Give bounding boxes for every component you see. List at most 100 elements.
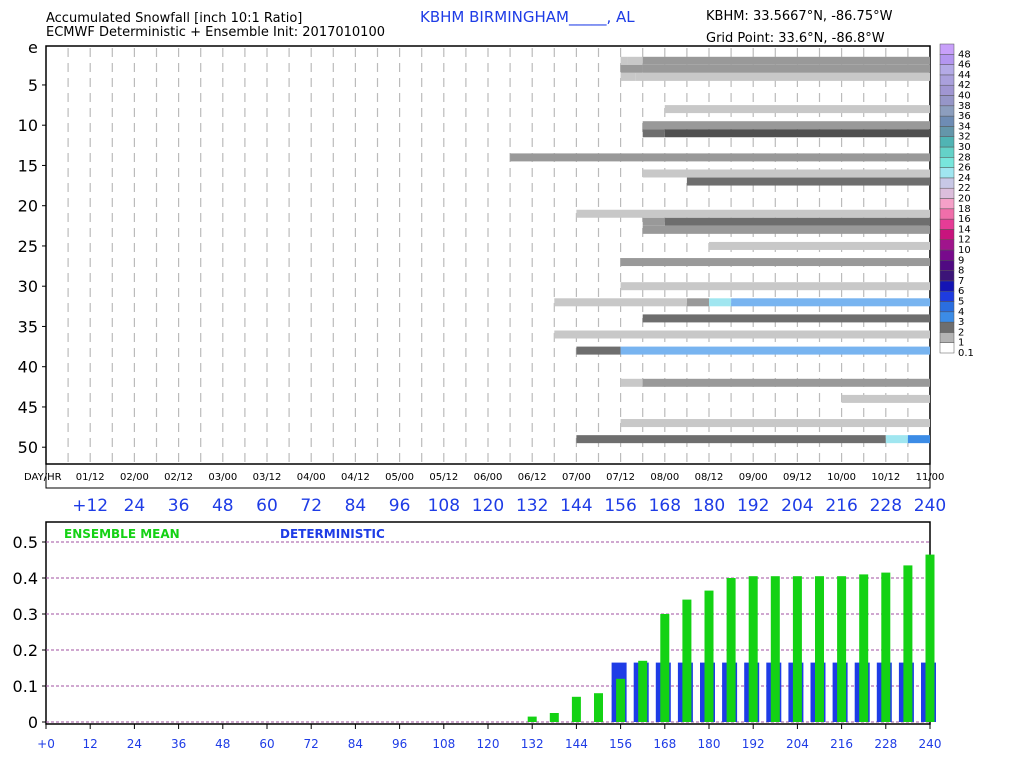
bar-x-tick-label: 216 [830, 737, 853, 751]
member-bar-segment [620, 346, 930, 355]
hour-tick-label: 228 [870, 496, 902, 516]
legend-swatch [939, 218, 955, 230]
title-line2: ECMWF Deterministic + Ensemble Init: 201… [46, 25, 385, 40]
legend-level-label: 14 [958, 224, 971, 235]
heatmap-y-tick-label: 25 [18, 237, 38, 256]
ensemble-mean-bar [549, 713, 559, 722]
bar-x-tick-label: 72 [304, 737, 319, 751]
bar-x-tick-label: 12 [83, 737, 98, 751]
bar-x-tick-label: 60 [259, 737, 274, 751]
bar-y-tick-label: 0.5 [13, 533, 38, 552]
member-bar-segment [642, 121, 930, 130]
legend-swatch [939, 177, 955, 189]
hour-tick-label: 60 [256, 496, 278, 516]
legend-level-label: 7 [958, 276, 964, 287]
day-hr-tick-label: 02/12 [164, 472, 193, 483]
bar-x-tick-label: 36 [171, 737, 186, 751]
legend-ensemble-mean: ENSEMBLE MEAN [64, 527, 180, 541]
day-hr-tick-label: 06/12 [518, 472, 547, 483]
hour-ticks: +12 24 36 48 60 72 84 96 108 120 132 144 156 168 180 19… [72, 496, 946, 516]
legend-level-label: 3 [958, 317, 964, 328]
legend-swatch [939, 84, 955, 96]
member-bar-segment [620, 378, 643, 387]
bar-x-tick-label: 84 [348, 737, 363, 751]
heatmap-y-ticks: 5 10 15 20 25 30 35 40 45 50 [18, 76, 46, 457]
legend-level-label: 22 [958, 183, 971, 194]
day-hr-row [45, 463, 931, 489]
bar-chart-y-ticks: 0 0.1 0.2 0.3 0.4 0.5 [13, 533, 46, 732]
legend-swatch [939, 290, 955, 302]
hour-tick-label: 84 [345, 496, 367, 516]
member-bar-segment [709, 241, 930, 250]
member-bar-segment [576, 346, 621, 355]
bar-x-tick-label: +0 [37, 737, 55, 751]
bar-x-tick-label: 96 [392, 737, 407, 751]
station-coords: KBHM: 33.5667°N, -86.75°W [706, 9, 893, 24]
day-hr-tick-label: 07/00 [562, 472, 591, 483]
legend-level-label: 38 [958, 101, 971, 112]
ensemble-mean-bar [616, 678, 626, 722]
legend-level-label: 48 [958, 49, 971, 60]
hour-tick-label: 216 [825, 496, 857, 516]
hour-tick-label: 96 [389, 496, 411, 516]
bar-x-tick-label: 108 [432, 737, 455, 751]
legend-level-label: 6 [958, 286, 964, 297]
legend-level-label: 4 [958, 307, 964, 318]
hour-tick-label: 24 [124, 496, 146, 516]
legend-level-label: 34 [958, 121, 971, 132]
legend-swatch [939, 187, 955, 199]
heatmap-y-tick-label: 20 [18, 197, 38, 216]
grid-point: Grid Point: 33.6°N, -86.8°W [706, 31, 885, 46]
day-hr-tick-label: 07/12 [606, 472, 635, 483]
legend-swatch [939, 157, 955, 168]
day-hr-tick-label: 03/00 [208, 472, 237, 483]
member-bar-segment [620, 258, 930, 267]
legend-level-label: 44 [958, 70, 971, 81]
legend-swatch [939, 239, 955, 251]
legend-level-label: 9 [958, 255, 964, 266]
member-bar-segment [686, 177, 930, 186]
legend-swatch [939, 126, 955, 137]
bar-x-tick-label: 192 [742, 737, 765, 751]
member-bar-segment [642, 56, 930, 65]
hour-tick-label: 180 [693, 496, 725, 516]
day-hr-label: DAY/HR [24, 472, 62, 483]
legend-swatch [939, 260, 955, 271]
member-bar-segment [885, 435, 908, 444]
member-bar-segment [620, 282, 930, 291]
day-hr-ticks: 01/12 02/00 02/12 03/00 03/12 04/00 04/12 05/00… [76, 472, 945, 483]
bar-x-tick-label: 204 [786, 737, 809, 751]
heatmap-y-tick-label: 45 [18, 398, 38, 417]
legend-swatch [939, 332, 955, 343]
bar-x-tick-label: 144 [565, 737, 588, 751]
member-bar-segment [664, 129, 930, 138]
hour-tick-label: 192 [737, 496, 769, 516]
member-bar-segment [642, 314, 930, 323]
hour-tick-label: 204 [781, 496, 813, 516]
heatmap-y-tick-label: 15 [18, 156, 38, 175]
day-hr-tick-label: 04/12 [341, 472, 370, 483]
ensemble-mean-bar [660, 614, 670, 722]
member-bar-segment [635, 72, 930, 81]
legend-swatch [939, 198, 955, 210]
legend-swatch [939, 146, 955, 158]
bar-x-tick-label: 120 [477, 737, 500, 751]
bar-x-tick-label: 48 [215, 737, 230, 751]
bar-x-tick-label: 180 [698, 737, 721, 751]
ensemble-mean-bar [571, 696, 581, 722]
legend-swatch [939, 136, 955, 148]
bar-x-tick-label: 132 [521, 737, 544, 751]
bar-x-tick-label: 168 [653, 737, 676, 751]
day-hr-tick-label: 02/00 [120, 472, 149, 483]
member-bar-segment [620, 72, 636, 81]
member-bar-segment [686, 298, 709, 307]
member-bar-segment [709, 298, 732, 307]
legend-swatch [939, 64, 955, 76]
heatmap-member-bars [510, 56, 930, 444]
bar-y-tick-label: 0.3 [13, 605, 38, 624]
heatmap-grid [67, 48, 909, 462]
hour-tick-label: 48 [212, 496, 234, 516]
day-hr-tick-label: 08/00 [650, 472, 679, 483]
hour-tick-label: 132 [516, 496, 548, 516]
